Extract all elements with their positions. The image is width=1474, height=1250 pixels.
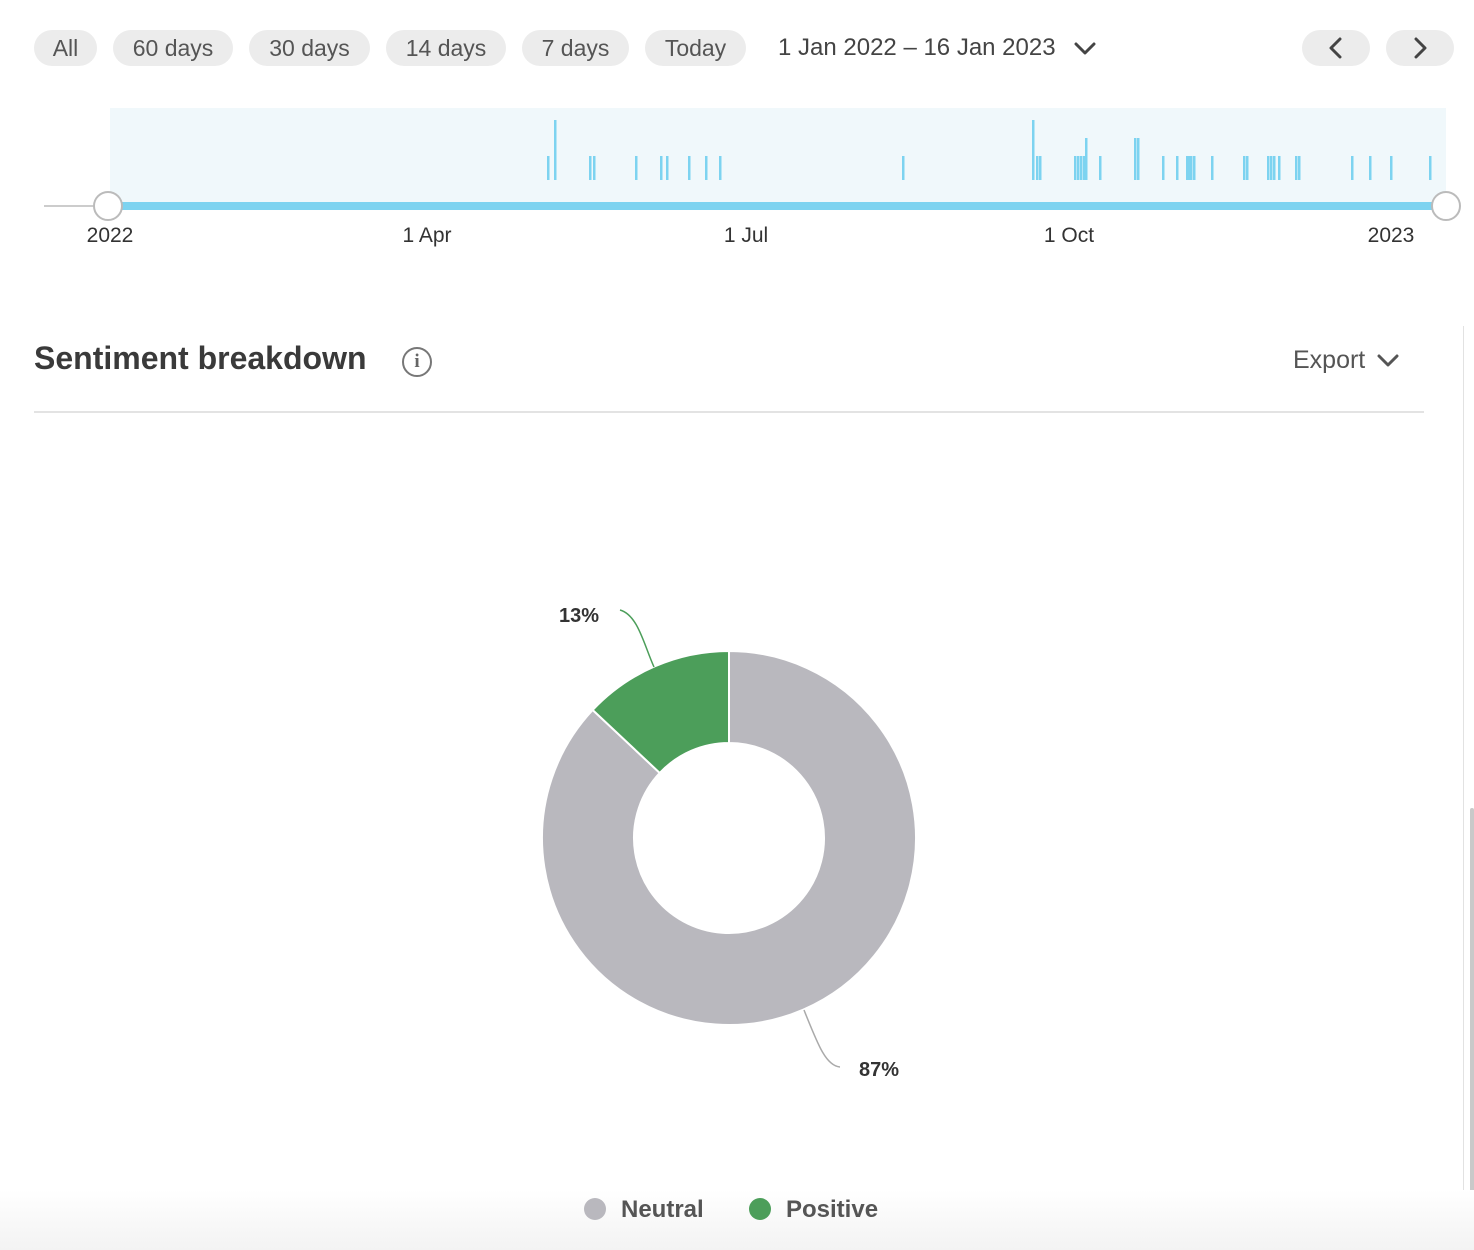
timeline-background <box>110 108 1446 206</box>
export-dropdown[interactable]: Export <box>1293 346 1399 375</box>
activity-bar <box>705 156 708 180</box>
range-all-button[interactable]: All <box>34 30 97 66</box>
legend-label-positive: Positive <box>786 1196 879 1223</box>
activity-bar <box>547 156 550 180</box>
chevron-left-icon <box>1329 37 1342 59</box>
activity-bar <box>1162 156 1165 180</box>
activity-bar <box>589 156 592 180</box>
date-range-dropdown[interactable]: 1 Jan 2022 – 16 Jan 2023 <box>778 30 1096 66</box>
tick-label-apr: 1 Apr <box>402 224 451 247</box>
tick-label-2023: 2023 <box>1368 224 1415 247</box>
activity-bar <box>1246 156 1249 180</box>
panel-border <box>1463 326 1464 1250</box>
activity-bar <box>554 120 557 180</box>
slice-neutral[interactable] <box>541 649 917 1026</box>
activity-bar <box>1351 156 1354 180</box>
legend-item-positive[interactable]: Positive <box>749 1195 878 1225</box>
activity-bar <box>1085 138 1088 180</box>
neutral-legend-dot <box>584 1197 606 1220</box>
activity-bar <box>635 156 638 180</box>
activity-bar <box>902 156 905 180</box>
tick-label-jul: 1 Jul <box>724 224 768 247</box>
date-range-label: 1 Jan 2022 – 16 Jan 2023 <box>778 34 1056 61</box>
activity-bar <box>1267 156 1270 180</box>
activity-bar <box>1190 156 1193 180</box>
activity-bar <box>593 156 596 180</box>
chevron-right-icon <box>1414 37 1427 59</box>
previous-period-button[interactable] <box>1302 30 1370 66</box>
activity-bars <box>547 120 1432 180</box>
activity-bar <box>1176 156 1179 180</box>
activity-bar <box>1099 156 1102 180</box>
slice-positive[interactable] <box>591 649 730 775</box>
activity-bar <box>1243 156 1246 180</box>
activity-bar <box>1429 156 1432 180</box>
range-60-days-button[interactable]: 60 days <box>113 30 233 66</box>
activity-bar <box>1186 156 1189 180</box>
range-7-days-button[interactable]: 7 days <box>522 30 629 66</box>
activity-bar <box>1295 156 1298 180</box>
activity-bar <box>660 156 663 180</box>
positive-legend-dot <box>749 1197 771 1220</box>
activity-bar <box>1036 156 1039 180</box>
activity-bar <box>1188 156 1191 180</box>
tick-label-oct: 1 Oct <box>1044 224 1094 247</box>
activity-bar <box>1270 156 1273 180</box>
range-14-days-button[interactable]: 14 days <box>386 30 506 66</box>
range-end-handle[interactable] <box>1431 191 1461 221</box>
chevron-down-icon <box>1074 42 1096 55</box>
next-period-button[interactable] <box>1386 30 1454 66</box>
section-divider <box>34 411 1424 413</box>
range-30-days-button[interactable]: 30 days <box>249 30 370 66</box>
activity-bar <box>1211 156 1214 180</box>
activity-bar <box>1083 156 1086 180</box>
activity-bar <box>1032 120 1035 180</box>
activity-bar <box>1273 156 1276 180</box>
activity-bar <box>1390 156 1393 180</box>
legend-label-neutral: Neutral <box>621 1196 704 1223</box>
activity-bar <box>1193 156 1196 180</box>
chart-legend: Neutral Positive <box>0 1190 1474 1250</box>
activity-bar <box>688 156 691 180</box>
selected-range-bar <box>108 202 1446 210</box>
positive-leader-line <box>619 609 655 668</box>
activity-bar <box>1298 156 1301 180</box>
chevron-down-icon <box>1377 354 1399 367</box>
activity-bar <box>1077 156 1080 180</box>
activity-bar <box>1369 156 1372 180</box>
activity-bar <box>1137 138 1140 180</box>
info-icon[interactable]: i <box>402 347 432 377</box>
positive-percent-label: 13% <box>559 605 599 627</box>
range-today-button[interactable]: Today <box>645 30 746 66</box>
neutral-leader-line <box>803 1009 841 1068</box>
activity-bar <box>1278 156 1281 180</box>
section-title: Sentiment breakdown <box>34 340 367 376</box>
scrollbar-thumb[interactable] <box>1470 808 1474 1208</box>
activity-bar <box>719 156 722 180</box>
activity-bar <box>1039 156 1042 180</box>
timeline-range-selector[interactable]: 2022 1 Apr 1 Jul 1 Oct 2023 <box>0 100 1474 260</box>
activity-bar <box>666 156 669 180</box>
range-start-handle[interactable] <box>93 191 123 221</box>
activity-bar <box>1080 156 1083 180</box>
legend-item-neutral[interactable]: Neutral <box>584 1195 704 1225</box>
activity-bar <box>1074 156 1077 180</box>
activity-bar <box>1134 138 1137 180</box>
tick-label-2022: 2022 <box>87 224 134 247</box>
neutral-percent-label: 87% <box>859 1059 899 1081</box>
export-label: Export <box>1293 346 1366 374</box>
